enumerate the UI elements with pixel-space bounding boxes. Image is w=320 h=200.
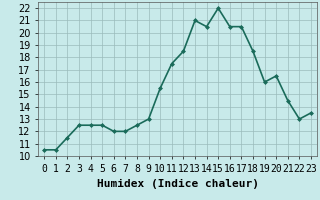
X-axis label: Humidex (Indice chaleur): Humidex (Indice chaleur) — [97, 179, 259, 189]
